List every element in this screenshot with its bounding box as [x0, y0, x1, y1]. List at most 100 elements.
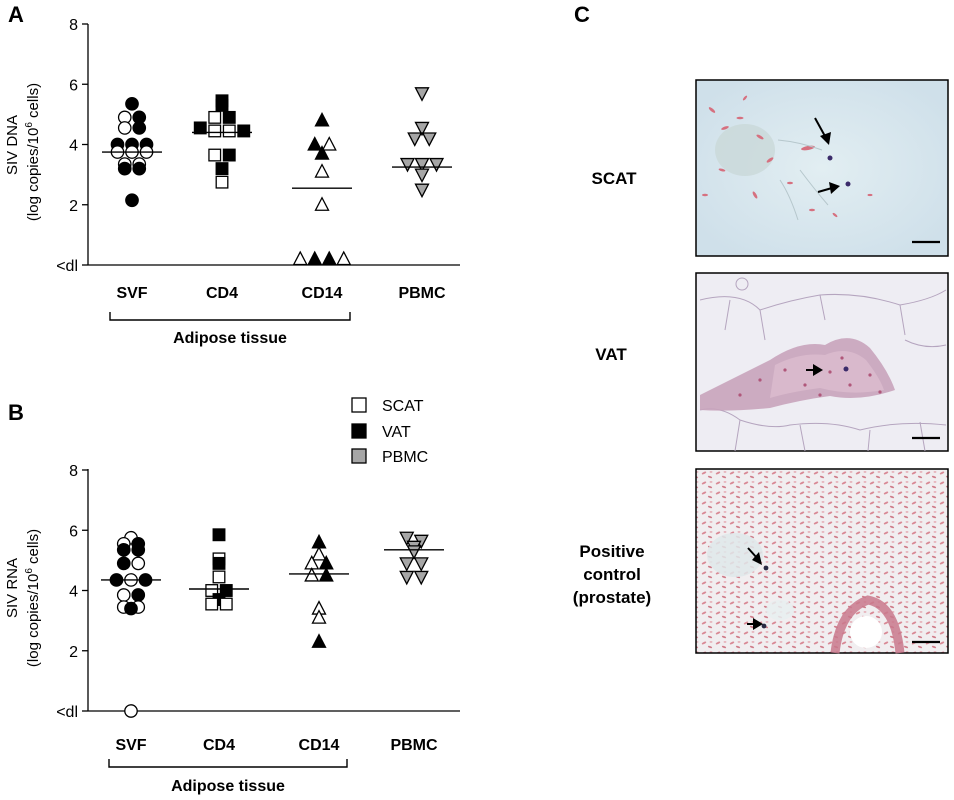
data-point-a-svf — [117, 121, 132, 135]
y-axis-label-a-line1: SIV DNA — [4, 115, 21, 175]
micrograph-vat-image — [695, 272, 949, 452]
data-point-b-cd14 — [311, 533, 327, 549]
data-point-a-svf — [117, 161, 132, 176]
micrograph-label-prostate: (prostate) — [573, 588, 651, 607]
legend-label-pbmc: PBMC — [382, 449, 428, 466]
data-point-a-cd4 — [222, 148, 236, 162]
data-point-b-cd14 — [311, 609, 327, 624]
x-category-label-b: CD4 — [203, 737, 235, 754]
panel-letter-a: A — [8, 2, 24, 27]
data-point-a-cd4 — [208, 148, 222, 162]
data-point-b-svf — [116, 542, 131, 557]
data-point-b-svf — [124, 601, 138, 616]
data-point-a-cd4 — [193, 121, 207, 135]
data-point-b-cd4 — [212, 556, 226, 570]
data-point-a-cd14 — [314, 111, 330, 127]
data-point-b-cd14 — [318, 567, 334, 582]
data-point-b-svf — [116, 556, 131, 571]
panel-letter-b: B — [8, 400, 24, 425]
x-category-label-a: CD14 — [302, 285, 343, 302]
micrograph-label-scat: SCAT — [591, 169, 637, 188]
micrograph-prostate-image — [695, 468, 949, 654]
x-category-label-b: SVF — [115, 737, 146, 754]
data-point-b-svf — [116, 588, 131, 602]
data-point-a-pbmc — [414, 87, 430, 102]
micrograph-label-vat: VAT — [595, 345, 627, 364]
data-point-b-cd4 — [219, 584, 233, 597]
data-point-a-pbmc — [414, 121, 430, 137]
x-category-label-a: PBMC — [398, 285, 446, 302]
micrograph-label-control: control — [583, 565, 641, 584]
data-point-a-pbmc — [414, 168, 430, 184]
legend-swatch-scat — [351, 397, 367, 413]
data-point-b-cd14 — [311, 633, 327, 648]
panel-letter-c: C — [574, 2, 590, 27]
data-point-b-cd4 — [205, 597, 219, 611]
data-point-a-cd14 — [292, 250, 308, 266]
data-point-b-svf — [124, 704, 138, 718]
y-tick-label-a: 8 — [69, 17, 78, 34]
group-label-b: Adipose tissue — [171, 778, 285, 795]
data-point-a-svf — [125, 193, 139, 208]
data-point-a-cd4 — [222, 124, 236, 138]
group-bracket-a — [109, 312, 351, 321]
data-point-b-cd4 — [219, 597, 233, 611]
y-axis-label-b-line2: (log copies/106 cells) — [24, 529, 42, 667]
data-point-a-svf — [125, 96, 139, 111]
chart-a-svii-dna: SIV DNA (log copies/106 cells) <dl 2 4 6 8 S… — [4, 17, 460, 347]
data-point-a-pbmc — [399, 157, 416, 173]
data-point-a-pbmc — [428, 157, 445, 173]
data-point-a-pbmc — [414, 183, 430, 199]
y-tick-label-a: 4 — [69, 138, 78, 155]
y-tick-label-b: <dl — [56, 704, 78, 721]
data-point-a-cd4 — [208, 110, 222, 124]
data-point-a-cd14 — [314, 145, 330, 160]
data-point-a-cd4 — [215, 175, 229, 189]
data-point-b-cd4 — [212, 570, 226, 584]
micrograph-scat-image — [695, 79, 949, 257]
data-point-b-pbmc — [399, 531, 415, 547]
group-label-a: Adipose tissue — [173, 330, 287, 347]
data-point-b-cd4 — [205, 584, 219, 597]
data-point-b-pbmc — [399, 570, 415, 586]
x-category-label-a: SVF — [116, 285, 147, 302]
micrograph-label-positive: Positive — [579, 542, 644, 561]
legend-swatch-vat — [351, 423, 367, 439]
chart-b-siv-rna: SIV RNA (log copies/106 cells) <dl 2 4 6 8 S… — [4, 463, 460, 795]
data-point-a-cd14 — [307, 136, 323, 151]
data-point-a-cd4 — [215, 162, 229, 176]
y-axis-label-b-line1: SIV RNA — [4, 558, 21, 618]
data-point-b-pbmc — [413, 557, 429, 572]
y-tick-label-b: 8 — [69, 463, 78, 480]
data-point-b-cd4 — [212, 528, 226, 542]
data-point-a-svf — [132, 121, 147, 135]
y-axis-label-a-line2: (log copies/106 cells) — [24, 83, 42, 221]
legend-label-scat: SCAT — [382, 398, 424, 415]
group-bracket-b — [108, 759, 348, 768]
data-point-b-svf — [131, 588, 146, 602]
data-point-b-pbmc — [413, 570, 429, 586]
x-category-label-b: PBMC — [390, 737, 438, 754]
y-tick-label-a: <dl — [56, 258, 78, 275]
data-point-b-cd14 — [304, 567, 320, 582]
data-point-a-cd14 — [336, 250, 352, 266]
y-tick-label-a: 6 — [69, 77, 78, 94]
data-point-a-cd14 — [314, 163, 330, 178]
x-category-label-a: CD4 — [206, 285, 238, 302]
data-point-b-pbmc — [399, 557, 415, 572]
data-point-a-cd14 — [321, 250, 337, 266]
data-point-b-svf — [131, 556, 146, 571]
data-point-a-cd14 — [321, 136, 337, 151]
data-point-a-cd4 — [208, 124, 222, 138]
data-point-a-cd4 — [215, 98, 229, 112]
data-point-a-cd14 — [307, 250, 323, 266]
y-tick-label-b: 4 — [69, 584, 78, 601]
data-point-a-pbmc — [421, 132, 437, 147]
y-tick-label-a: 2 — [69, 198, 78, 215]
legend-label-vat: VAT — [382, 424, 411, 441]
data-point-a-cd4 — [222, 110, 236, 124]
data-point-b-pbmc — [406, 545, 422, 560]
data-point-a-pbmc — [414, 157, 430, 173]
data-point-b-svf — [131, 542, 146, 557]
